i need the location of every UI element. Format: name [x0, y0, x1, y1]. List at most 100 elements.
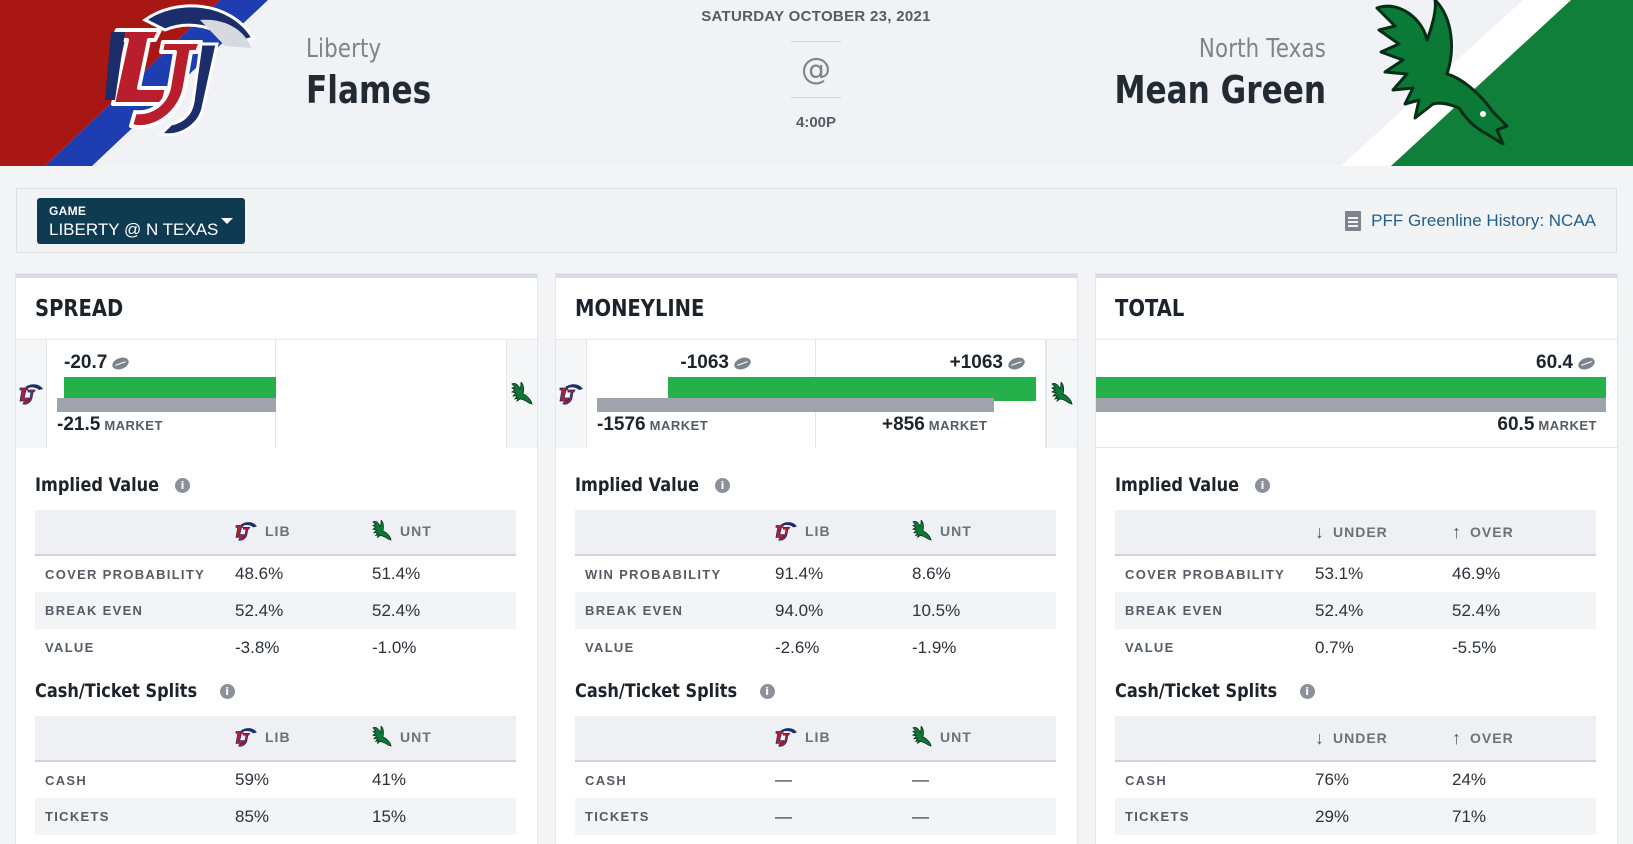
table-row: BREAK EVEN 52.4% 52.4%	[1115, 592, 1596, 629]
chevron-down-icon	[221, 218, 233, 224]
table-row: TICKETS 29% 71%	[1115, 798, 1596, 835]
liberty-flames-logo	[105, 4, 255, 137]
table-row: TICKETS 85% 15%	[35, 798, 516, 835]
moneyline-away-pff-label: -1063	[680, 352, 753, 374]
game-select-dropdown[interactable]: GAME LIBERTY @ N TEXAS	[37, 198, 245, 244]
spread-pff-bar	[64, 377, 276, 401]
spread-title: SPREAD	[16, 278, 537, 340]
pff-football-icon	[1576, 354, 1597, 372]
spread-market-label: -21.5 MARKET	[57, 414, 163, 436]
spread-pff-label: -20.7	[64, 352, 131, 374]
away-team-city: Liberty	[306, 34, 382, 64]
market-text: MARKET	[649, 418, 709, 433]
liberty-flames-logo	[235, 521, 257, 541]
moneyline-implied-title: Implied Value i	[575, 474, 1077, 496]
moneyline-away-market-value: -1576	[597, 414, 646, 435]
game-info: SATURDAY OCTOBER 23, 2021 @ 4:00P	[700, 8, 932, 131]
spread-market-bar	[57, 398, 276, 412]
market-text: MARKET	[104, 418, 163, 433]
moneyline-home-market-value: +856	[882, 414, 925, 435]
table-header: LIB UNT	[35, 510, 516, 555]
total-pff-value: 60.4	[1536, 352, 1573, 373]
table-header: ↓ UNDER ↑ OVER	[1115, 716, 1596, 761]
north-texas-eagle-logo	[912, 726, 932, 748]
total-card: TOTAL 60.4 60.5 MARKET Implied Value i ↓ UN…	[1096, 274, 1617, 844]
at-symbol: @	[791, 41, 841, 98]
moneyline-away-market-bar	[597, 398, 817, 412]
info-icon[interactable]: i	[759, 683, 775, 699]
north-texas-eagle-logo	[372, 520, 392, 542]
info-icon[interactable]: i	[219, 683, 235, 699]
total-pff-label: 60.4	[1536, 352, 1597, 374]
moneyline-home-pff-value: +1063	[949, 352, 1003, 373]
away-team-name: Liberty Flames	[306, 34, 459, 112]
total-bar-area: 60.4 60.5 MARKET	[1096, 340, 1617, 448]
total-market-label: 60.5 MARKET	[1497, 414, 1597, 436]
moneyline-away-market-label: -1576 MARKET	[597, 414, 708, 436]
north-texas-eagle-logo	[506, 340, 536, 448]
north-texas-eagle-logo	[912, 520, 932, 542]
home-team-nickname: Mean Green	[1114, 68, 1326, 112]
moneyline-home-market-label: +856 MARKET	[882, 414, 987, 436]
total-splits-table: ↓ UNDER ↑ OVER CASH 76% 24% TICKETS 29% 71%	[1115, 716, 1596, 835]
moneyline-card: MONEYLINE -1063 -1576 MARKET +1063 +856 MA…	[556, 274, 1077, 844]
moneyline-home-pff-label: +1063	[949, 352, 1027, 374]
table-header: LIB UNT	[35, 716, 516, 761]
spread-card: SPREAD -20.7 -21.5 MARKET Implied Value i …	[16, 274, 537, 844]
game-select-label: GAME	[49, 204, 87, 218]
liberty-flames-logo	[235, 727, 257, 747]
info-icon[interactable]: i	[175, 477, 191, 493]
info-icon[interactable]: i	[1299, 683, 1315, 699]
moneyline-away-segment: -1063 -1576 MARKET	[586, 340, 817, 448]
pff-football-icon	[1006, 354, 1027, 372]
total-title: TOTAL	[1096, 278, 1617, 340]
greenline-history-text: PFF Greenline History: NCAA	[1371, 211, 1596, 230]
moneyline-splits-table: LIB UNT CASH — — TICKETS — —	[575, 716, 1056, 835]
total-pff-bar	[1096, 377, 1606, 401]
spread-splits-table: LIB UNT CASH 59% 41% TICKETS 85% 15%	[35, 716, 516, 835]
game-date: SATURDAY OCTOBER 23, 2021	[701, 8, 931, 25]
table-row: COVER PROBABILITY 48.6% 51.4%	[45, 564, 421, 583]
total-implied-table: ↓ UNDER ↑ OVER COVER PROBABILITY 53.1% 46.9%…	[1115, 510, 1596, 666]
table-row: WIN PROBABILITY 91.4% 8.6%	[585, 564, 951, 583]
north-texas-eagle-logo	[372, 726, 392, 748]
north-texas-eagle-logo	[1046, 340, 1076, 448]
market-text: MARKET	[1538, 418, 1597, 433]
spread-market-value: -21.5	[57, 414, 101, 435]
table-header: ↓ UNDER ↑ OVER	[1115, 510, 1596, 555]
moneyline-implied-table: LIB UNT WIN PROBABILITY 91.4% 8.6% BREAK E…	[575, 510, 1056, 666]
spread-implied-title: Implied Value i	[35, 474, 537, 496]
moneyline-home-segment: +1063 +856 MARKET	[816, 340, 1046, 448]
total-market-bar	[1096, 398, 1606, 412]
table-row: BREAK EVEN 94.0% 10.5%	[575, 592, 1056, 629]
moneyline-away-pff-value: -1063	[680, 352, 729, 373]
spread-home-segment	[276, 340, 506, 448]
moneyline-bar-area: -1063 -1576 MARKET +1063 +856 MARKET	[556, 340, 1077, 448]
greenline-history-link[interactable]: PFF Greenline History: NCAA	[1345, 211, 1596, 231]
liberty-flames-logo	[775, 521, 797, 541]
liberty-flames-logo	[556, 340, 586, 448]
moneyline-home-pff-bar	[816, 377, 1036, 401]
table-row: VALUE -3.8% -1.0%	[45, 637, 417, 657]
spread-away-segment: -20.7 -21.5 MARKET	[46, 340, 276, 448]
table-header: LIB UNT	[575, 510, 1056, 555]
table-row: CASH 59% 41%	[45, 770, 407, 789]
liberty-flames-logo	[775, 727, 797, 747]
total-implied-title: Implied Value i	[1115, 474, 1617, 496]
arrow-down-icon: ↓	[1315, 727, 1325, 748]
info-icon[interactable]: i	[1255, 477, 1271, 493]
info-icon[interactable]: i	[715, 477, 731, 493]
arrow-up-icon: ↑	[1452, 521, 1462, 542]
table-row: CASH 76% 24%	[1125, 770, 1487, 789]
north-texas-eagle-logo	[1375, 0, 1509, 146]
game-time: 4:00P	[795, 114, 837, 131]
game-header: Liberty Flames SATURDAY OCTOBER 23, 2021…	[0, 0, 1633, 166]
home-team-name: North Texas Mean Green	[1068, 34, 1326, 112]
game-select-value: LIBERTY @ N TEXAS	[49, 220, 219, 239]
table-row: COVER PROBABILITY 53.1% 46.9%	[1125, 564, 1501, 583]
liberty-flames-logo	[16, 340, 46, 448]
table-header: LIB UNT	[575, 716, 1056, 761]
document-icon	[1345, 211, 1362, 231]
pff-football-icon	[110, 354, 131, 372]
table-row: VALUE 0.7% -5.5%	[1125, 637, 1497, 657]
